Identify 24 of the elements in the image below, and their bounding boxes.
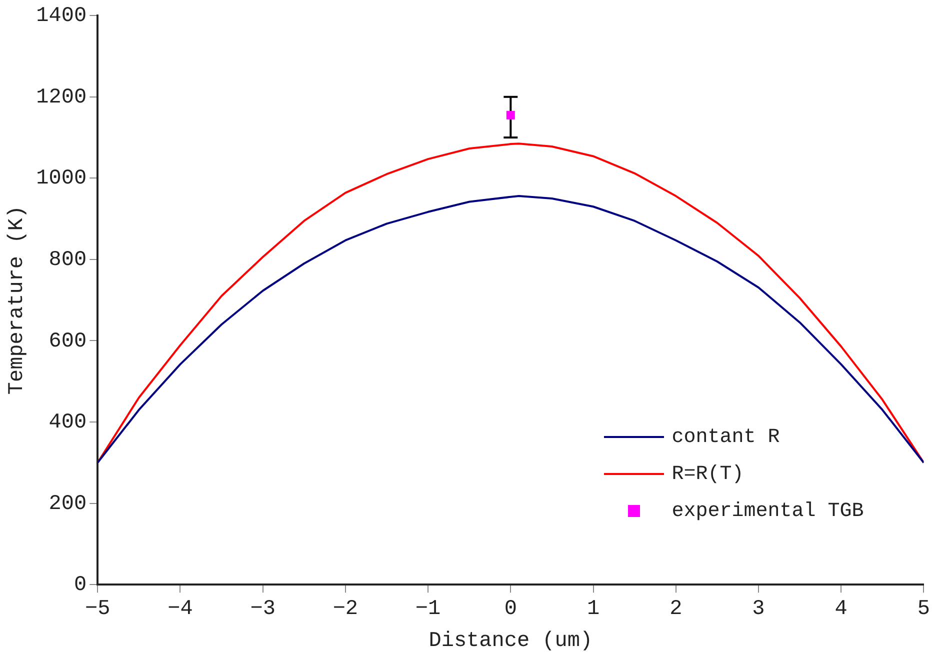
x-tick-label: −1 <box>415 598 441 621</box>
y-tick-label: 1200 <box>36 86 87 110</box>
x-axis-title: Distance (um) <box>428 630 593 653</box>
x-tick-label: 2 <box>670 598 682 621</box>
y-tick-label: 400 <box>48 412 87 435</box>
x-tick-label: 0 <box>504 598 517 621</box>
y-axis-title: Temperature (K) <box>6 206 30 395</box>
y-tick-label: 1000 <box>36 168 87 191</box>
y-tick-label: 800 <box>48 249 87 272</box>
x-tick-label: −2 <box>332 598 358 621</box>
y-tick-label: 200 <box>48 492 87 516</box>
x-tick-label: −3 <box>250 598 276 621</box>
x-tick-label: −5 <box>85 598 110 621</box>
y-tick-label: 600 <box>48 330 87 354</box>
x-tick-label: 3 <box>752 598 765 621</box>
x-tick-label: 5 <box>917 598 930 621</box>
legend-label: R=R(T) <box>672 462 744 486</box>
x-tick-label: 1 <box>586 598 600 621</box>
x-tick-label: 4 <box>834 598 848 621</box>
legend-label: contant R <box>672 426 780 449</box>
y-tick-label: 0 <box>74 574 87 598</box>
legend-label: experimental TGB <box>672 500 864 523</box>
x-tick-label: −4 <box>168 598 193 621</box>
y-tick-label: 1400 <box>36 5 87 28</box>
